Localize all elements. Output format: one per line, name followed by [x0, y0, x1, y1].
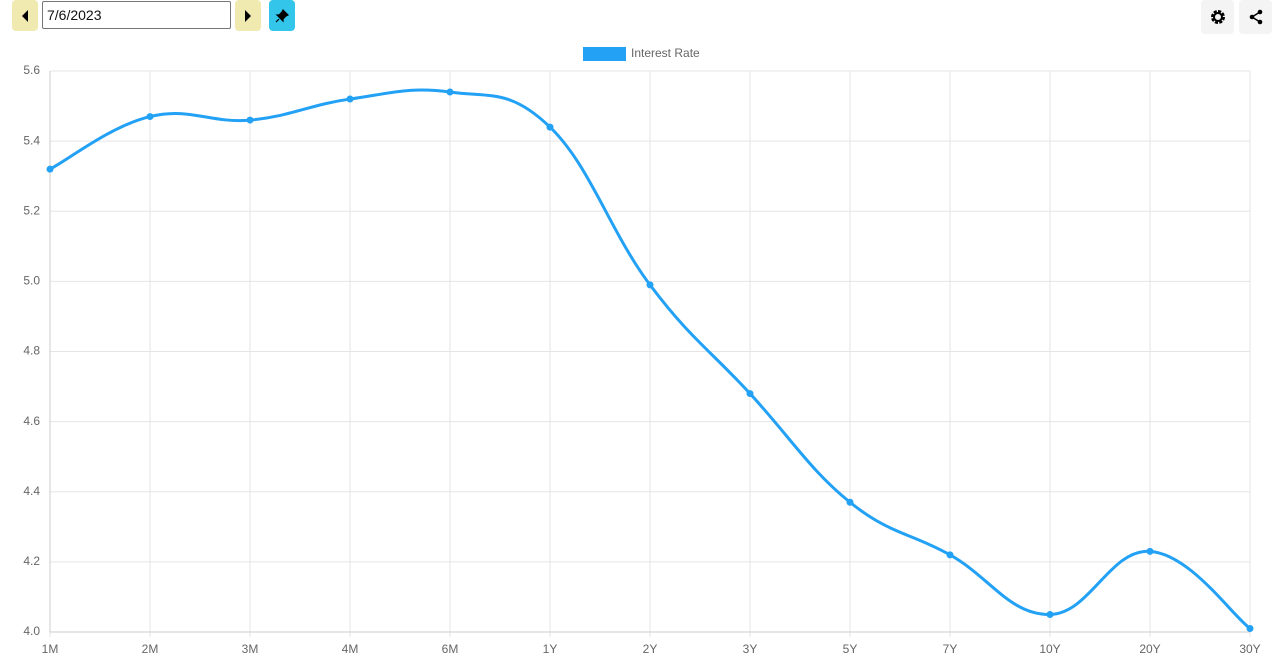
legend-swatch: [583, 47, 626, 61]
x-tick-label: 30Y: [1239, 642, 1260, 656]
x-tick-label: 3M: [242, 642, 259, 656]
y-tick-label: 4.2: [23, 554, 40, 568]
point: [546, 123, 554, 131]
next-button[interactable]: [235, 0, 261, 31]
point: [746, 390, 754, 398]
x-tick-label: 4M: [342, 642, 359, 656]
x-tick-label: 2Y: [643, 642, 658, 656]
x-tick-label: 1M: [42, 642, 59, 656]
y-tick-label: 4.4: [23, 484, 40, 498]
point: [646, 281, 654, 289]
y-tick-label: 4.8: [23, 344, 40, 358]
share-button[interactable]: [1239, 0, 1272, 34]
x-tick-label: 20Y: [1139, 642, 1160, 656]
settings-button[interactable]: [1201, 0, 1234, 34]
x-tick-label: 1Y: [543, 642, 558, 656]
point: [46, 165, 54, 173]
x-tick-label: 3Y: [743, 642, 758, 656]
legend-label: Interest Rate: [631, 46, 700, 60]
x-tick-label: 10Y: [1039, 642, 1060, 656]
x-tick-label: 7Y: [943, 642, 958, 656]
point: [1046, 610, 1054, 618]
line: [49, 88, 1251, 630]
y-tick-label: 5.6: [23, 63, 40, 77]
y-tick-label: 5.2: [23, 203, 40, 217]
x-tick-label: 5Y: [843, 642, 858, 656]
pin-button[interactable]: [269, 0, 295, 31]
prev-button[interactable]: [12, 0, 38, 31]
y-tick-label: 5.4: [23, 133, 40, 147]
y-tick-label: 4.6: [23, 414, 40, 428]
x-tick-label: 6M: [442, 642, 459, 656]
point: [246, 116, 254, 124]
point: [846, 498, 854, 506]
point: [346, 95, 354, 103]
point: [146, 113, 154, 121]
y-tick-label: 5.0: [23, 274, 40, 288]
point: [446, 88, 454, 96]
date-input[interactable]: 7/6/2023: [42, 1, 231, 29]
point: [1146, 547, 1154, 555]
y-tick-label: 4.0: [23, 624, 40, 638]
point: [1246, 624, 1254, 632]
point: [946, 551, 954, 559]
x-tick-label: 2M: [142, 642, 159, 656]
